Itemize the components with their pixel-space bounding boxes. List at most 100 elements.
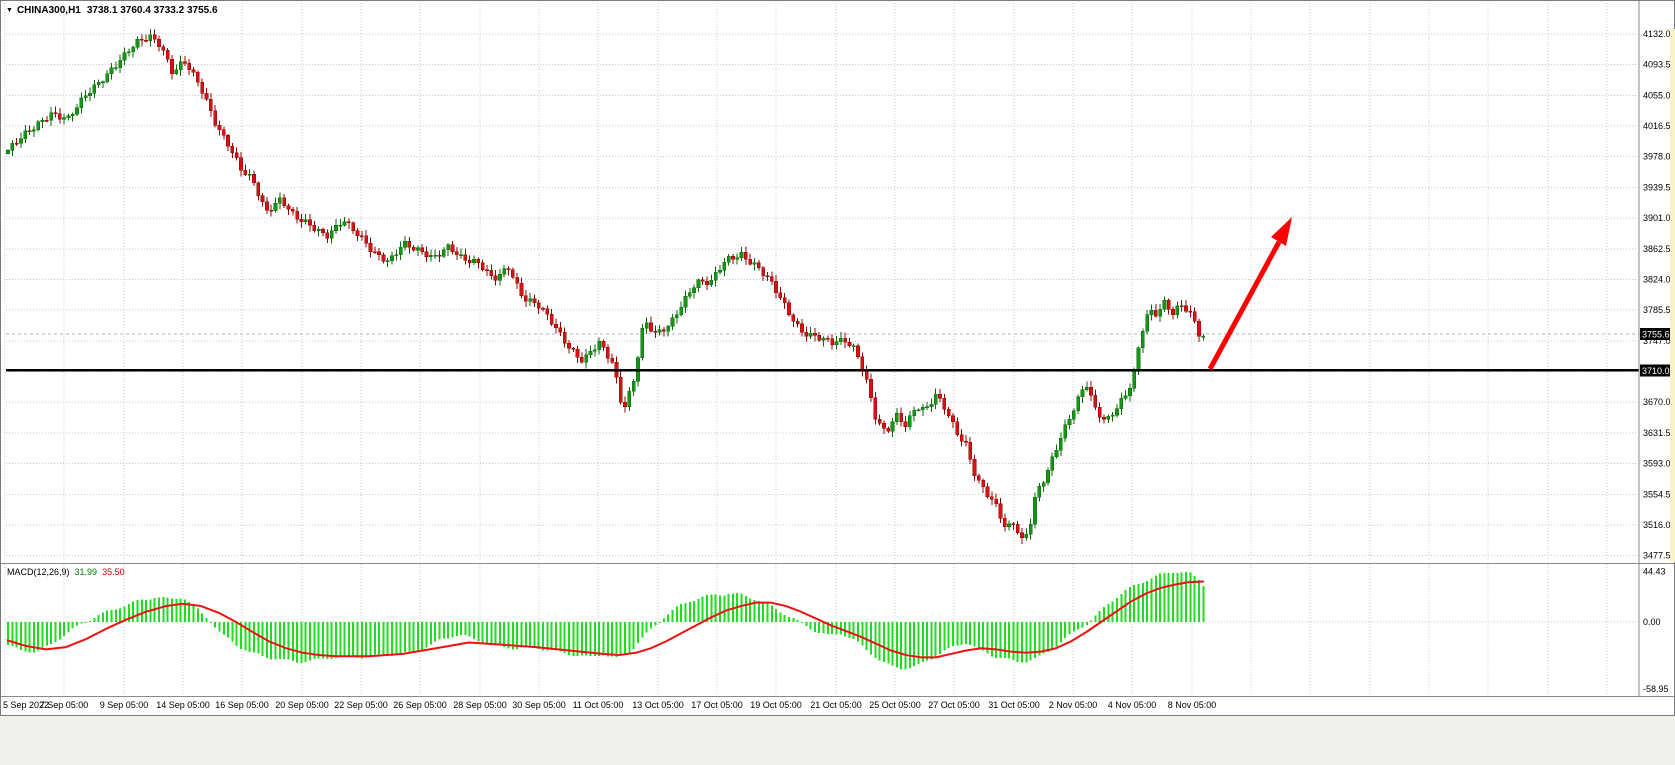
trend-arrow-head[interactable]: [1271, 217, 1292, 246]
candle: [1188, 310, 1193, 313]
candle: [6, 150, 10, 154]
macd-bar: [1180, 572, 1183, 622]
candle: [631, 380, 636, 392]
time-axis-label: 4 Nov 05:00: [1107, 700, 1157, 710]
candle: [148, 34, 153, 42]
macd-bar: [438, 622, 441, 640]
macd-bar: [360, 622, 363, 659]
candle: [161, 46, 166, 51]
macd-bar: [183, 599, 186, 622]
price-pane-canvas[interactable]: 4132.0 4093.5 4055.0 4016.5 3978.0 3939.5 3901…: [1, 1, 1675, 563]
candle: [66, 115, 71, 118]
candle: [605, 346, 610, 359]
candle: [368, 243, 373, 252]
macd-bar: [1141, 583, 1144, 622]
macd-bar: [641, 622, 644, 638]
macd-bar: [473, 622, 476, 639]
macd-bar: [930, 622, 933, 660]
macd-indicator-label: MACD(12,26,9) 31.99 35.50: [7, 567, 130, 577]
candle: [1097, 406, 1102, 418]
macd-bar: [921, 622, 924, 662]
macd-bar: [32, 622, 35, 653]
price-axis-label: 3477.5: [1643, 551, 1671, 561]
macd-bar: [434, 622, 437, 642]
macd-bar: [24, 622, 27, 652]
macd-bar: [667, 614, 670, 622]
macd-bar: [45, 622, 48, 646]
candle: [1119, 398, 1124, 410]
candle: [1140, 331, 1145, 349]
macd-bar: [93, 618, 96, 622]
candle: [800, 323, 804, 333]
macd-bar: [127, 603, 130, 622]
macd-main-value: 31.99: [74, 567, 98, 577]
candle: [321, 228, 325, 234]
macd-bar: [852, 622, 855, 640]
candle: [62, 117, 66, 120]
macd-bar: [939, 622, 942, 654]
macd-bar: [339, 622, 342, 657]
candle: [290, 209, 295, 212]
price-axis-label: 3516.0: [1643, 520, 1671, 530]
candle: [756, 262, 761, 268]
macd-bar: [645, 622, 648, 633]
time-axis-label: 16 Sep 05:00: [215, 700, 269, 710]
candle: [342, 221, 347, 226]
macd-bar: [1193, 575, 1196, 622]
candle: [506, 268, 511, 271]
macd-bar: [192, 605, 195, 622]
macd-bar: [283, 622, 286, 659]
candle: [1179, 305, 1184, 308]
pane-separator[interactable]: [1, 563, 1674, 564]
candle: [424, 251, 429, 258]
candle: [864, 370, 869, 380]
macd-bar: [775, 609, 778, 622]
candle: [670, 317, 675, 327]
candle: [1201, 335, 1206, 338]
candle: [260, 195, 265, 202]
macd-bar: [805, 622, 808, 626]
trend-arrow-shaft[interactable]: [1207, 240, 1282, 371]
macd-bar: [330, 622, 333, 659]
time-axis[interactable]: 5 Sep 2022 7 Sep 05:00 9 Sep 05:00 14 Sep 0…: [1, 697, 1674, 715]
candle: [666, 326, 671, 332]
macd-bar: [63, 622, 66, 636]
candle: [588, 351, 593, 356]
time-axis-label: 21 Oct 05:00: [810, 700, 862, 710]
price-axis-label: 3747.0: [1643, 336, 1671, 346]
macd-bar: [451, 622, 454, 638]
macd-bar: [1176, 573, 1179, 622]
price-axis[interactable]: 4132.0 4093.5 4055.0 4016.5 3978.0 3939.5 3901…: [1643, 29, 1671, 561]
macd-bar: [934, 622, 937, 658]
candle: [36, 121, 41, 130]
candle: [562, 331, 567, 344]
macd-pane-canvas[interactable]: 44.43 0.00 -58.95: [1, 564, 1675, 696]
time-axis-label: 20 Sep 05:00: [275, 700, 329, 710]
macd-bar: [1107, 604, 1110, 622]
macd-bar: [309, 622, 312, 661]
candle: [23, 130, 28, 139]
macd-bar: [904, 622, 907, 670]
candle: [277, 197, 282, 204]
time-axis-label: 9 Sep 05:00: [99, 700, 149, 710]
candle: [351, 222, 356, 232]
macd-bar: [727, 594, 730, 622]
macd-bar: [106, 610, 109, 622]
macd-bar: [762, 601, 765, 622]
macd-bar: [826, 622, 829, 634]
candle: [765, 275, 770, 277]
macd-bar: [749, 598, 752, 622]
price-axis-label: 3554.5: [1643, 489, 1671, 499]
candle: [411, 247, 416, 251]
macd-bar: [214, 622, 217, 628]
candle: [502, 268, 507, 275]
candle: [713, 272, 718, 281]
macd-bar: [101, 612, 104, 622]
candle: [847, 341, 852, 346]
macd-bar: [179, 598, 182, 622]
macd-bar: [490, 622, 493, 645]
macd-bar: [291, 622, 294, 662]
candle: [1020, 532, 1024, 539]
macd-bar: [356, 622, 359, 659]
chart-dropdown-icon[interactable]: ▼: [6, 7, 13, 14]
